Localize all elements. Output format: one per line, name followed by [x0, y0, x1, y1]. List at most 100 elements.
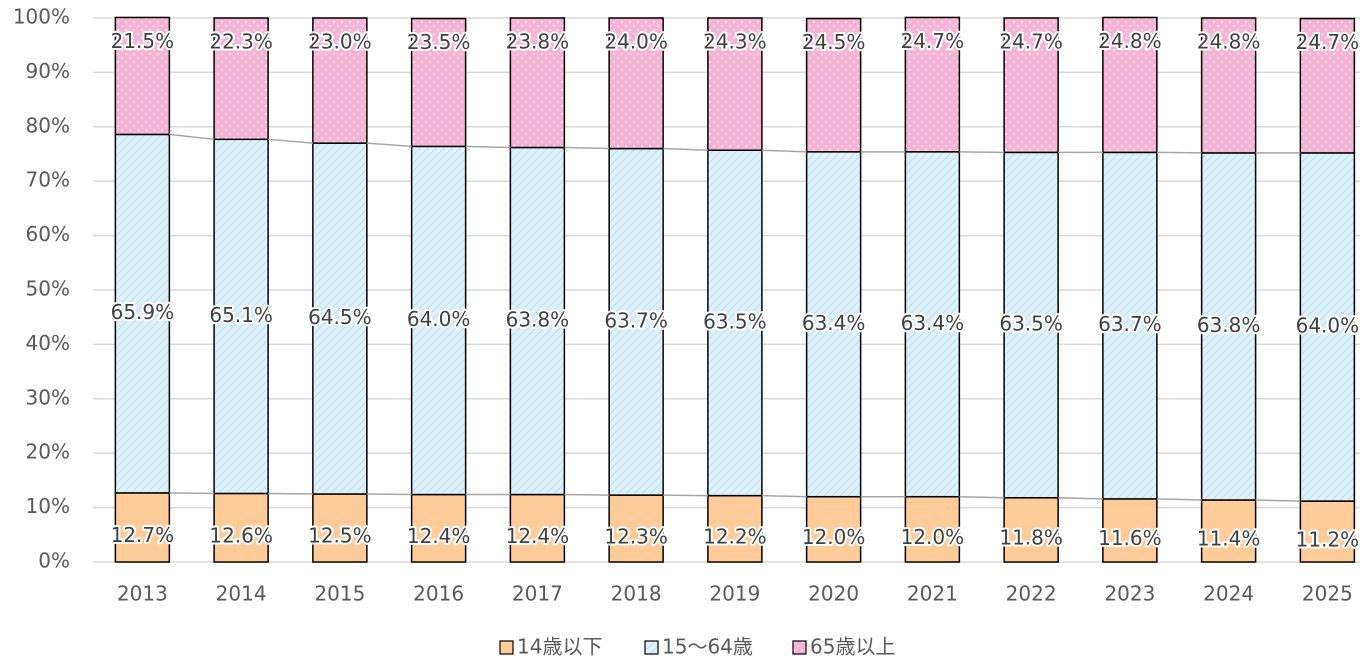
- series-line: [366, 493, 412, 496]
- data-label: 24.8%: [1098, 29, 1162, 53]
- data-label: 63.4%: [802, 311, 866, 335]
- data-label: 11.4%: [1197, 527, 1261, 551]
- data-label: 24.8%: [1197, 30, 1261, 54]
- bar-segment: [1102, 16, 1158, 154]
- data-label: 65.9%: [111, 300, 175, 324]
- data-label: 12.0%: [901, 525, 965, 549]
- y-tick-label: 50%: [26, 277, 70, 301]
- data-label: 24.3%: [703, 30, 767, 54]
- bar-segment: [509, 17, 566, 149]
- series-line: [761, 149, 807, 153]
- data-label: 21.5%: [111, 29, 175, 53]
- data-label: 22.3%: [209, 30, 273, 54]
- bar-segment: [509, 146, 566, 496]
- bar-segment: [1003, 17, 1059, 154]
- data-label: 63.8%: [506, 308, 570, 332]
- data-label: 12.3%: [604, 524, 668, 548]
- data-label: 12.5%: [308, 524, 372, 548]
- x-tick-label: 2013: [117, 582, 168, 606]
- data-label: 12.7%: [111, 523, 175, 547]
- x-tick-label: 2022: [1006, 582, 1057, 606]
- legend-label: 65歳以上: [810, 635, 895, 659]
- series-line: [959, 151, 1005, 154]
- y-tick-label: 100%: [13, 5, 70, 29]
- bar-segment: [1299, 17, 1356, 154]
- data-label: 63.4%: [901, 311, 965, 335]
- bar-segment: [1200, 499, 1257, 563]
- data-label: 24.7%: [999, 30, 1063, 54]
- bar-segment: [1102, 498, 1158, 563]
- data-label: 63.8%: [1197, 313, 1261, 337]
- data-label: 24.7%: [901, 29, 965, 53]
- bar-segment: [904, 16, 961, 153]
- legend-swatch: [644, 640, 659, 655]
- data-label: 63.7%: [604, 308, 668, 332]
- series-line: [1156, 498, 1202, 501]
- x-tick-label: 2017: [512, 582, 563, 606]
- series-line: [268, 492, 313, 495]
- x-tick-label: 2021: [907, 582, 958, 606]
- legend-swatch: [792, 640, 807, 655]
- bar-segment: [114, 492, 171, 563]
- data-label: 23.5%: [407, 30, 471, 54]
- series-line: [1156, 151, 1202, 154]
- data-label: 24.5%: [802, 30, 866, 54]
- x-tick-label: 2016: [413, 582, 464, 606]
- bar-segment: [312, 493, 368, 563]
- x-tick-label: 2023: [1104, 582, 1155, 606]
- series-line: [1058, 497, 1103, 500]
- bar-segment: [608, 17, 664, 150]
- bar-segment: [312, 17, 368, 144]
- y-tick-label: 40%: [26, 331, 70, 355]
- series-line: [761, 494, 807, 498]
- data-label: 23.0%: [308, 30, 372, 54]
- y-tick-label: 0%: [38, 549, 70, 573]
- y-tick-label: 60%: [26, 222, 70, 246]
- data-label: 11.2%: [1296, 527, 1360, 551]
- y-tick-label: 30%: [26, 385, 70, 409]
- bar-segment: [410, 493, 467, 563]
- data-label: 11.8%: [999, 526, 1063, 550]
- data-label: 64.0%: [407, 307, 471, 331]
- series-line: [663, 494, 708, 497]
- bar-segment: [805, 17, 862, 153]
- data-label: 63.5%: [703, 309, 767, 333]
- data-label: 12.4%: [407, 524, 471, 548]
- bar-segment: [213, 492, 269, 563]
- bar-segment: [1200, 17, 1257, 154]
- data-label: 12.0%: [802, 525, 866, 549]
- y-tick-label: 20%: [26, 440, 70, 464]
- bar-segment: [904, 151, 961, 498]
- bar-segment: [707, 149, 763, 497]
- bar-segment: [410, 17, 467, 148]
- series-line: [169, 492, 215, 495]
- data-label: 11.6%: [1098, 526, 1162, 550]
- series-line: [959, 495, 1005, 499]
- bar-segment: [1102, 151, 1158, 500]
- legend-label: 15〜64歳: [662, 635, 753, 659]
- data-label: 63.7%: [1098, 312, 1162, 336]
- bar-segment: [509, 493, 566, 563]
- bar-segment: [312, 142, 368, 495]
- x-tick-label: 2020: [808, 582, 859, 606]
- data-label: 24.7%: [1296, 30, 1360, 54]
- y-tick-label: 70%: [26, 168, 70, 192]
- x-tick-label: 2018: [611, 582, 662, 606]
- series-line: [169, 133, 215, 141]
- data-label: 23.8%: [506, 30, 570, 54]
- bar-segment: [114, 16, 171, 136]
- bar-segment: [1003, 497, 1059, 563]
- series-line: [564, 493, 610, 496]
- bar-segment: [805, 151, 862, 498]
- y-tick-label: 80%: [26, 113, 70, 137]
- bar-segment: [213, 17, 269, 141]
- x-tick-label: 2024: [1203, 582, 1254, 606]
- data-label: 65.1%: [209, 303, 273, 327]
- data-label: 12.2%: [703, 525, 767, 549]
- data-label: 64.0%: [1296, 313, 1360, 337]
- data-label: 24.0%: [604, 30, 668, 54]
- series-line: [465, 145, 511, 149]
- series-line: [564, 146, 610, 150]
- data-label: 63.5%: [999, 312, 1063, 336]
- series-line: [1255, 499, 1301, 502]
